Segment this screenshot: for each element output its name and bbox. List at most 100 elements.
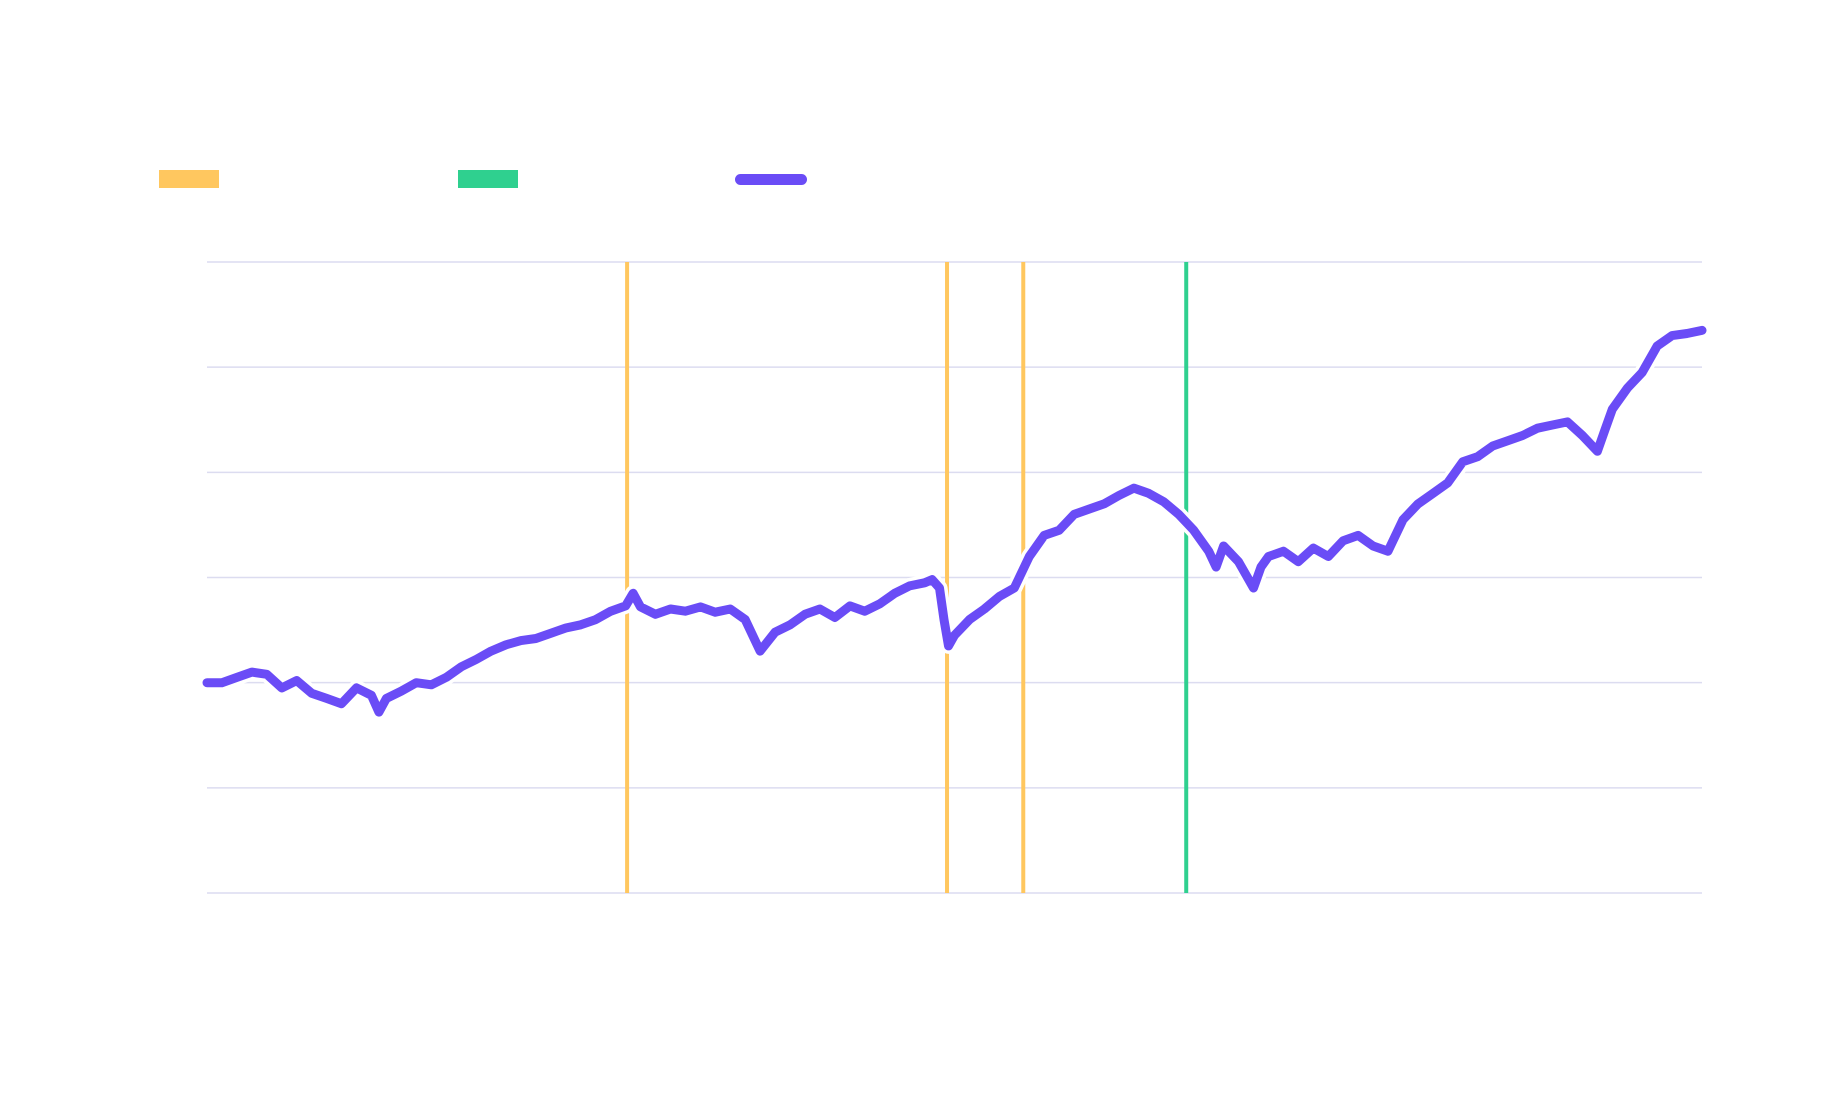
- legend-item-event-a[interactable]: [159, 170, 233, 188]
- series-0-point-67[interactable]: [1130, 485, 1137, 492]
- series-0-point-76[interactable]: [1250, 585, 1257, 591]
- series-0-point-50[interactable]: [921, 579, 928, 586]
- series-0-point-80[interactable]: [1295, 558, 1302, 565]
- series-0-point-79[interactable]: [1280, 548, 1287, 555]
- series-0-point-104[interactable]: [1624, 385, 1631, 392]
- series-0-point-100[interactable]: [1579, 432, 1586, 439]
- series-0-point-99[interactable]: [1564, 418, 1571, 425]
- series-0-point-12[interactable]: [375, 709, 382, 716]
- series-0-point-85[interactable]: [1370, 543, 1377, 549]
- series-0-point-28[interactable]: [607, 608, 614, 615]
- series-0-point-62[interactable]: [1056, 527, 1063, 534]
- series-0-point-82[interactable]: [1325, 553, 1332, 560]
- series-0-point-8[interactable]: [323, 695, 330, 702]
- series-0-point-71[interactable]: [1190, 527, 1197, 534]
- series-0-point-11[interactable]: [368, 692, 375, 699]
- series-0-point-88[interactable]: [1400, 516, 1406, 523]
- series-0-point-16[interactable]: [428, 681, 435, 688]
- series-0-point-98[interactable]: [1549, 422, 1556, 428]
- series-0-point-10[interactable]: [353, 684, 360, 691]
- legend-item-event-b[interactable]: [458, 170, 532, 188]
- series-0-point-19[interactable]: [473, 656, 480, 663]
- series-0-point-66[interactable]: [1115, 492, 1122, 499]
- series-0-point-38[interactable]: [742, 616, 749, 623]
- series-0-point-74[interactable]: [1220, 543, 1227, 549]
- series-0-point-91[interactable]: [1444, 479, 1451, 486]
- series-0-point-59[interactable]: [1011, 585, 1018, 591]
- series-0-point-102[interactable]: [1601, 427, 1608, 434]
- series-0-point-106[interactable]: [1654, 343, 1661, 350]
- series-0-point-78[interactable]: [1265, 553, 1272, 560]
- series-0-point-63[interactable]: [1071, 511, 1078, 518]
- series-0-point-96[interactable]: [1519, 432, 1526, 439]
- series-0-point-46[interactable]: [861, 608, 868, 615]
- series-0-point-64[interactable]: [1086, 506, 1092, 513]
- series-0-point-103[interactable]: [1609, 406, 1616, 413]
- series-0-point-51[interactable]: [929, 576, 936, 583]
- series-0-point-101[interactable]: [1594, 448, 1601, 455]
- series-0-point-70[interactable]: [1175, 511, 1182, 518]
- series-0-point-60[interactable]: [1026, 553, 1033, 560]
- series-0-point-92[interactable]: [1459, 458, 1466, 465]
- series-0-point-23[interactable]: [532, 635, 539, 642]
- series-0-point-97[interactable]: [1534, 425, 1541, 432]
- series-0-point-47[interactable]: [876, 600, 883, 607]
- series-0-point-40[interactable]: [772, 629, 779, 636]
- series-0-point-68[interactable]: [1145, 490, 1152, 497]
- series-0-point-6[interactable]: [293, 677, 300, 684]
- series-0-point-75[interactable]: [1235, 558, 1242, 565]
- series-0-point-7[interactable]: [308, 690, 315, 697]
- series-0-point-9[interactable]: [338, 700, 345, 707]
- series-0-point-5[interactable]: [278, 684, 285, 691]
- series-0-point-105[interactable]: [1639, 369, 1646, 376]
- series-0-point-84[interactable]: [1355, 532, 1362, 539]
- series-0-point-27[interactable]: [592, 616, 599, 623]
- series-0-point-53[interactable]: [941, 616, 947, 623]
- series-0-point-58[interactable]: [996, 593, 1003, 600]
- series-0-point-108[interactable]: [1684, 330, 1690, 337]
- series-0-point-34[interactable]: [682, 608, 689, 615]
- series-0-point-72[interactable]: [1205, 548, 1212, 555]
- series-0-point-22[interactable]: [518, 637, 524, 644]
- series-0-point-109[interactable]: [1699, 327, 1705, 334]
- series-0-point-45[interactable]: [846, 602, 853, 609]
- legend-item-series[interactable]: [735, 170, 821, 188]
- series-0-point-14[interactable]: [398, 688, 405, 695]
- series-0-point-43[interactable]: [816, 606, 823, 612]
- series-0-point-32[interactable]: [652, 611, 659, 618]
- series-0-point-30[interactable]: [630, 590, 637, 597]
- series-0-point-95[interactable]: [1504, 437, 1511, 444]
- series-0-point-77[interactable]: [1258, 564, 1264, 570]
- series-0-point-83[interactable]: [1340, 537, 1347, 544]
- series-0-point-25[interactable]: [562, 625, 569, 631]
- series-0-point-90[interactable]: [1429, 490, 1436, 497]
- series-0-point-81[interactable]: [1310, 545, 1317, 552]
- series-0-point-36[interactable]: [712, 609, 719, 616]
- series-0-point-89[interactable]: [1415, 500, 1421, 507]
- series-0-point-49[interactable]: [906, 582, 913, 589]
- series-0-point-13[interactable]: [383, 695, 390, 702]
- series-0-point-54[interactable]: [945, 642, 952, 649]
- series-0-point-33[interactable]: [667, 606, 674, 612]
- series-0-point-41[interactable]: [787, 621, 794, 628]
- series-0-point-86[interactable]: [1385, 548, 1391, 555]
- series-0-point-73[interactable]: [1213, 564, 1220, 570]
- series-0-point-94[interactable]: [1489, 443, 1496, 449]
- series-0-point-15[interactable]: [413, 679, 420, 686]
- series-0-point-26[interactable]: [577, 621, 584, 628]
- series-0-point-0[interactable]: [204, 679, 210, 686]
- series-0-point-21[interactable]: [503, 641, 509, 648]
- series-0-point-4[interactable]: [263, 671, 270, 678]
- series-0-point-87[interactable]: [1392, 532, 1399, 539]
- series-0-point-107[interactable]: [1669, 332, 1676, 339]
- series-0-point-42[interactable]: [802, 611, 808, 618]
- series-0-point-24[interactable]: [547, 630, 554, 637]
- series-0-point-69[interactable]: [1160, 498, 1167, 505]
- series-0-point-18[interactable]: [458, 663, 465, 670]
- series-0-point-55[interactable]: [951, 632, 958, 639]
- series-0-point-35[interactable]: [697, 603, 704, 610]
- series-0-point-65[interactable]: [1101, 500, 1107, 507]
- series-0-point-52[interactable]: [936, 585, 943, 591]
- series-0-point-44[interactable]: [831, 614, 838, 621]
- series-0-point-56[interactable]: [966, 616, 973, 623]
